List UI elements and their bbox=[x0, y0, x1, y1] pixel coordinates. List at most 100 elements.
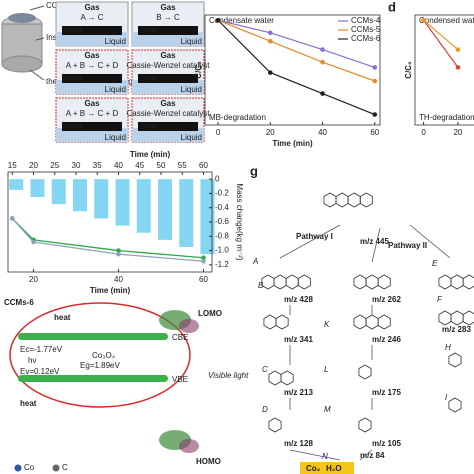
solid-block bbox=[138, 26, 198, 35]
panel-d: 0 20 C/C₀ Condensed water TH-degradation bbox=[404, 14, 474, 137]
data-point bbox=[267, 30, 273, 36]
molecule-ring bbox=[365, 274, 379, 290]
data-line bbox=[217, 19, 375, 82]
label: Solid bbox=[64, 26, 82, 35]
data-point bbox=[201, 258, 206, 264]
data-point bbox=[215, 17, 221, 23]
bar bbox=[200, 179, 215, 255]
label: m/z 84 bbox=[360, 451, 385, 460]
x-tick-label: 60 bbox=[370, 128, 379, 137]
liquid-layer bbox=[132, 128, 204, 142]
label: A → C bbox=[80, 13, 103, 22]
molecule-ring bbox=[273, 274, 287, 290]
label: Ev=0.12eV bbox=[20, 367, 60, 376]
liquid-layer bbox=[132, 32, 204, 46]
bar bbox=[158, 179, 172, 240]
label: D bbox=[262, 405, 268, 414]
label: Liquid bbox=[181, 85, 202, 94]
data-point bbox=[372, 65, 378, 70]
data-point bbox=[267, 38, 273, 44]
molecule-ring bbox=[462, 310, 474, 326]
y2-tick-label: -0.4 bbox=[215, 203, 229, 212]
plot-frame bbox=[414, 14, 474, 126]
data-point bbox=[201, 255, 206, 261]
data-point bbox=[372, 78, 378, 84]
molecule-ring bbox=[261, 274, 275, 290]
label: B bbox=[258, 281, 264, 290]
x2-tick-label: 40 bbox=[114, 161, 123, 170]
molecule-ring bbox=[280, 370, 294, 386]
label: K bbox=[324, 320, 330, 329]
label: Eg=1.89eV bbox=[80, 361, 120, 370]
label: m/z 283 bbox=[442, 325, 471, 334]
molecule-ring bbox=[358, 417, 372, 433]
bar bbox=[136, 179, 151, 233]
label: H₂O bbox=[326, 464, 342, 473]
label: B → C bbox=[156, 13, 180, 22]
molecule-ring bbox=[358, 364, 372, 380]
molecule-ring bbox=[347, 192, 361, 208]
y2-tick-label: -0.6 bbox=[215, 217, 229, 226]
molecule-ring bbox=[335, 192, 349, 208]
data-point bbox=[320, 59, 325, 65]
label: Solid bbox=[140, 74, 158, 83]
label: Gas bbox=[160, 3, 176, 12]
molecule-ring bbox=[438, 310, 452, 326]
orbital bbox=[179, 439, 199, 453]
molecule-ring bbox=[323, 192, 337, 208]
molecule-ring bbox=[353, 274, 367, 290]
x2-tick-label: 30 bbox=[72, 161, 81, 170]
data-line bbox=[423, 19, 459, 68]
molecule-ring bbox=[448, 352, 462, 368]
label: Solid bbox=[140, 122, 158, 131]
arrow bbox=[359, 449, 373, 461]
label: F bbox=[437, 295, 443, 304]
data-point bbox=[320, 91, 325, 96]
y2-axis-label: Mass change(kg m⁻²) bbox=[235, 183, 244, 260]
data-point bbox=[31, 239, 36, 245]
molecule-ring bbox=[353, 314, 367, 330]
x-tick-label: 20 bbox=[266, 128, 275, 137]
label: m/z 175 bbox=[372, 388, 401, 397]
label: Cassie-Wenzel catalyst bbox=[127, 61, 211, 70]
solid-block bbox=[62, 122, 122, 131]
solid-block bbox=[62, 26, 122, 35]
legend-dot bbox=[14, 464, 22, 472]
molecule-ring bbox=[377, 274, 391, 290]
solid-block bbox=[138, 122, 198, 131]
bar bbox=[115, 179, 130, 226]
bar bbox=[51, 179, 66, 205]
subtitle: TH-degradation bbox=[419, 113, 474, 122]
label: hν bbox=[28, 356, 36, 365]
molecule-ring bbox=[365, 314, 379, 330]
x2-axis-label: Time (min) bbox=[130, 150, 171, 159]
orbital bbox=[179, 319, 199, 333]
x-tick-label: 0 bbox=[421, 128, 426, 137]
label: HOMO bbox=[196, 457, 221, 466]
x2-tick-label: 55 bbox=[178, 161, 187, 170]
data-point bbox=[455, 47, 461, 52]
label: Liquid bbox=[181, 133, 202, 142]
data-point bbox=[267, 70, 273, 75]
legend-label: CCMs-5 bbox=[351, 25, 381, 34]
data-point bbox=[116, 248, 121, 253]
bar bbox=[30, 179, 45, 197]
molecule-ring bbox=[450, 310, 464, 326]
x2-tick-label: 20 bbox=[29, 161, 38, 170]
liquid-layer bbox=[132, 80, 204, 94]
label: CCMs-6 bbox=[4, 298, 34, 307]
label: I bbox=[445, 393, 448, 402]
label: C bbox=[62, 463, 68, 472]
label: Liquid bbox=[105, 85, 126, 94]
label: A + B → C + D bbox=[66, 61, 119, 70]
label: m/z 445 bbox=[360, 237, 389, 246]
label: Co₂ bbox=[306, 464, 321, 473]
y2-tick-label: -1.2 bbox=[215, 260, 229, 269]
solid-block bbox=[138, 74, 198, 83]
label: Liquid bbox=[105, 133, 126, 142]
bar bbox=[179, 179, 194, 247]
x-tick-label: 60 bbox=[199, 275, 208, 284]
label: m/z 262 bbox=[372, 295, 401, 304]
label: Ec=-1.77eV bbox=[20, 345, 63, 354]
